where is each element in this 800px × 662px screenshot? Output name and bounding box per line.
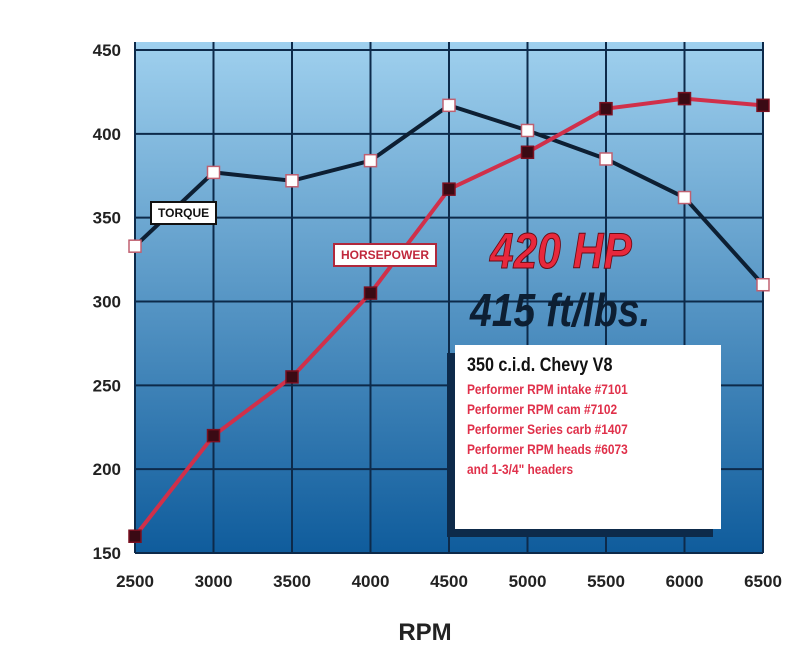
- y-tick-label: 450: [93, 41, 121, 60]
- torque-point: [128, 239, 142, 253]
- torque-point: [363, 153, 378, 168]
- x-tick-label: 3500: [273, 572, 311, 591]
- y-tick-label: 300: [93, 293, 121, 312]
- y-tick-label: 200: [93, 460, 121, 479]
- spec-title: 350 c.i.d. Chevy V8: [467, 355, 613, 376]
- torque-point: [599, 152, 613, 166]
- spec-line: and 1-3/4" headers: [467, 461, 574, 477]
- torque-point: [206, 165, 221, 180]
- x-tick-label: 4000: [352, 572, 390, 591]
- x-tick-label: 5500: [587, 572, 625, 591]
- y-tick-label: 400: [93, 125, 121, 144]
- horsepower-point: [128, 529, 142, 543]
- horsepower-point: [363, 286, 378, 300]
- torque-point: [442, 98, 456, 113]
- horsepower-point: [677, 91, 692, 106]
- torque-point: [756, 277, 770, 292]
- y-tick-label: 150: [93, 544, 121, 563]
- horsepower-point: [520, 145, 535, 160]
- spec-box: 350 c.i.d. Chevy V8 Performer RPM intake…: [455, 345, 721, 529]
- horsepower-point: [206, 428, 221, 443]
- horsepower-point: [285, 370, 299, 384]
- spec-line: Performer RPM intake #7101: [467, 381, 628, 397]
- x-tick-label: 5000: [509, 572, 547, 591]
- x-tick-label: 3000: [195, 572, 233, 591]
- y-tick-label: 350: [93, 209, 121, 228]
- torque-headline: 415 ft/lbs.: [470, 284, 651, 336]
- torque-legend-label: TORQUE: [150, 201, 218, 225]
- x-tick-label: 6000: [666, 572, 704, 591]
- torque-point: [285, 174, 299, 188]
- torque-point: [677, 190, 692, 205]
- x-tick-label: 4500: [430, 572, 468, 591]
- x-axis-label: RPM: [398, 619, 451, 646]
- horsepower-point: [442, 182, 456, 196]
- hp-headline: 420 HP: [490, 223, 633, 280]
- horsepower-point: [756, 98, 770, 113]
- horsepower-legend-label: HORSEPOWER: [333, 243, 438, 267]
- horsepower-point: [599, 101, 613, 116]
- x-tick-label: 2500: [116, 572, 154, 591]
- torque-point: [520, 123, 535, 138]
- y-tick-label: 250: [93, 376, 121, 395]
- spec-line: Performer RPM heads #6073: [467, 441, 628, 457]
- spec-line: Performer RPM cam #7102: [467, 401, 618, 417]
- x-tick-label: 6500: [744, 572, 782, 591]
- spec-line: Performer Series carb #1407: [467, 421, 628, 437]
